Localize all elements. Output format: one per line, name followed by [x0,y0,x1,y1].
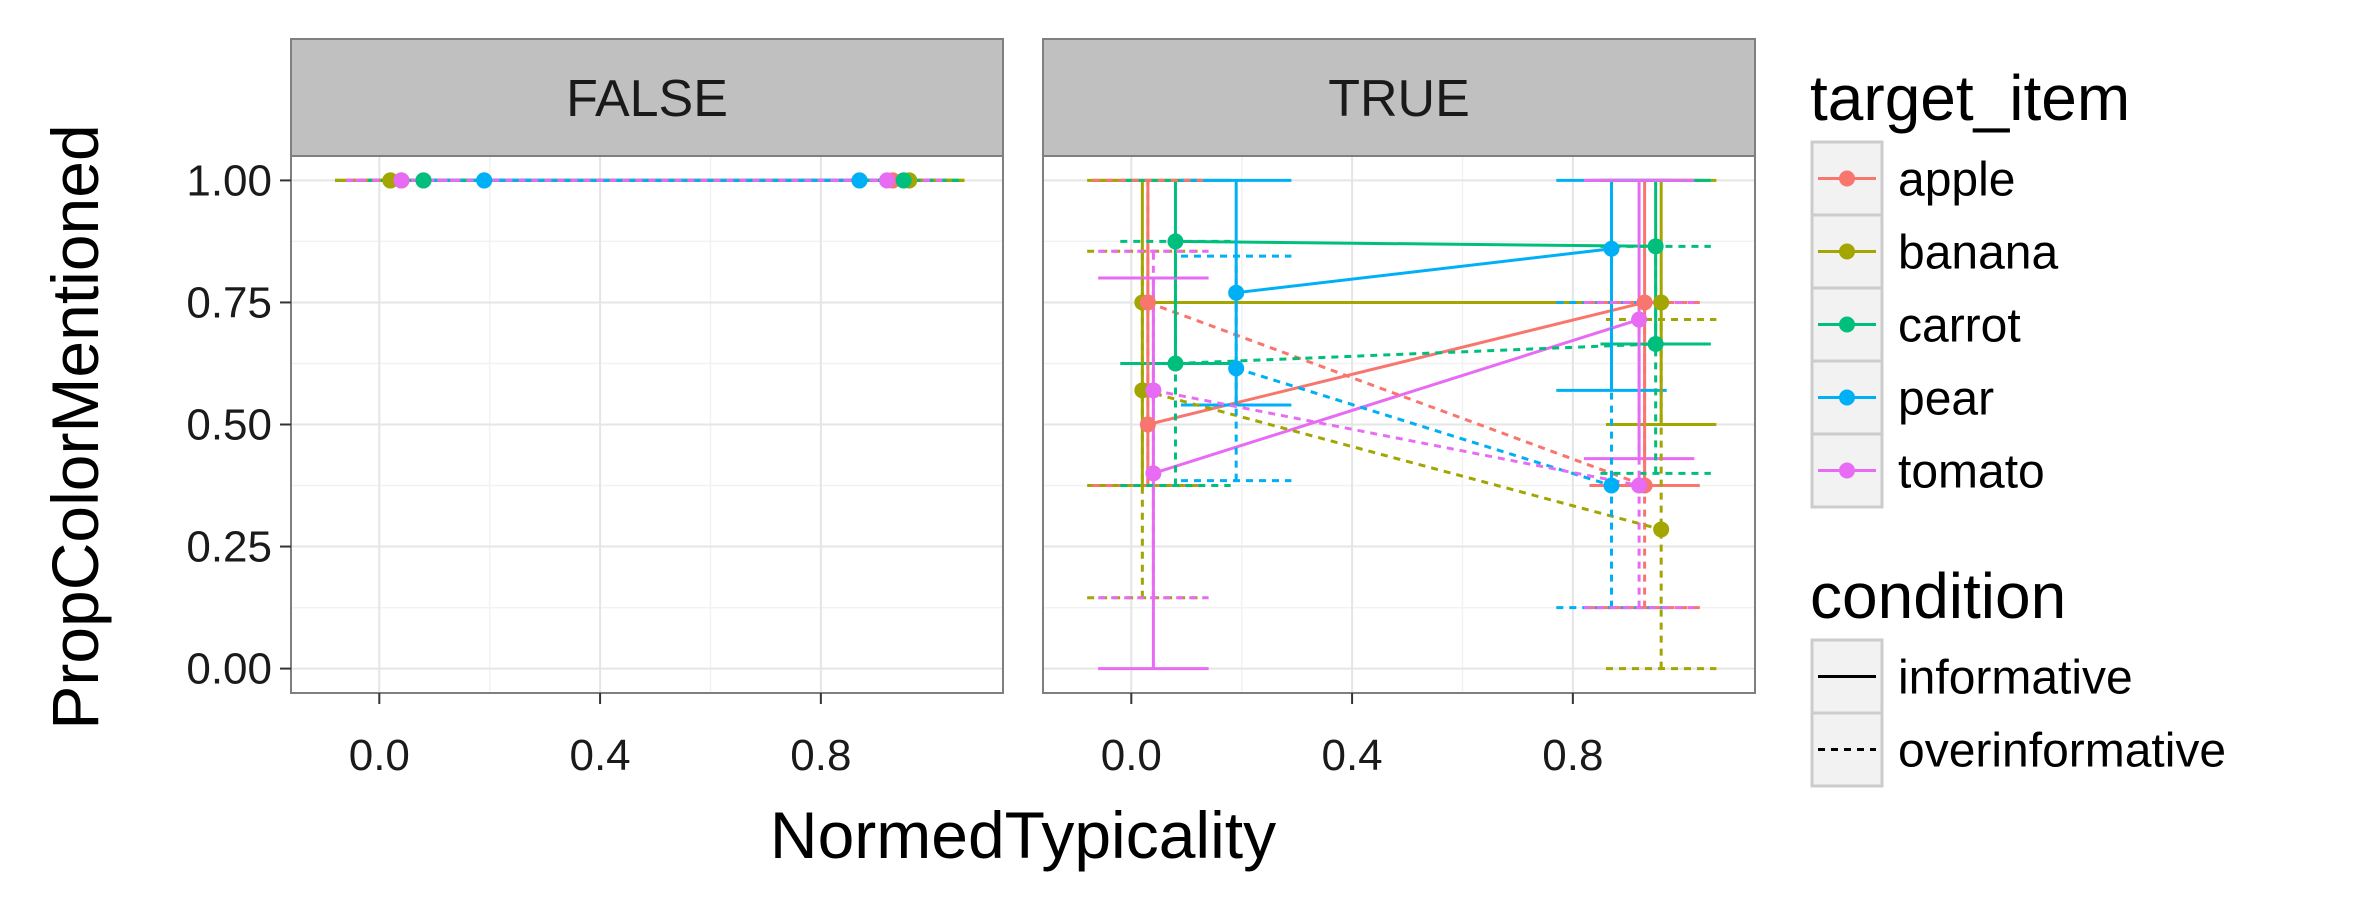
legend-label-apple: apple [1898,154,2015,207]
point-pear-overinformative [1603,477,1620,494]
y-tick-label: 0.50 [186,401,272,450]
legend-label-carrot: carrot [1898,300,2021,353]
point-banana-overinformative [382,172,399,189]
legend-color-title: target_item [1810,62,2130,134]
point-apple-informative [1139,416,1156,433]
point-carrot-overinformative [415,172,432,189]
legend-label-informative: informative [1898,652,2133,705]
legend-color-items: apple banana carrot pear tomato [1810,140,2058,509]
legend-key-point-carrot [1839,316,1855,333]
legend-linetype-items: informative overinformative [1810,638,2226,788]
point-carrot-informative [1647,238,1664,255]
series-line-apple-overinformative [1147,301,1646,487]
point-banana-informative [1653,294,1670,311]
point-pear-informative [1228,284,1245,301]
x-axis-title: NormedTypicality [770,798,1276,872]
legend-label-banana: banana [1898,227,2058,280]
point-carrot-overinformative [1647,335,1664,352]
series-line-pear-overinformative [1235,366,1612,487]
x-axis-false: 0.0 0.4 0.8 [349,693,851,780]
x-tick-label: 0.0 [349,731,410,780]
legend-label-pear: pear [1898,373,1994,426]
x-tick-label: 0.0 [1101,731,1162,780]
strip-label-false: FALSE [566,70,728,128]
grid-false [291,156,1003,693]
x-tick-label: 0.8 [790,731,851,780]
y-axis-title: PropColorMentioned [38,124,112,729]
point-tomato-overinformative [393,172,410,189]
point-banana-overinformative [1134,382,1151,399]
series-line-carrot-informative [1175,239,1656,248]
series-line-tomato-informative [1152,318,1640,475]
y-tick-label: 0.25 [186,523,272,572]
point-tomato-informative [1631,311,1648,328]
series-line-banana-overinformative [1141,388,1662,531]
x-axis-true: 0.0 0.4 0.8 [1101,693,1603,780]
x-tick-label: 0.4 [569,731,630,780]
series-group-true [1087,178,1717,671]
point-pear-overinformative [851,172,868,189]
point-carrot-overinformative [1167,355,1184,372]
strip-true [1042,38,1756,157]
series-line-tomato-overinformative [1153,388,1640,487]
legend-label-tomato: tomato [1898,446,2045,499]
legend-key-point-banana [1839,243,1855,260]
legend-key-point-pear [1839,389,1855,406]
y-tick-label: 0.75 [186,278,272,327]
x-tick-label: 0.8 [1542,731,1603,780]
facet-panel-false: FALSE [290,38,1004,694]
x-tick-label: 0.4 [1321,731,1382,780]
point-apple-informative [1636,294,1653,311]
y-axis: 0.00 0.25 0.50 0.75 1.00 [186,156,291,694]
legend-label-overinformative: overinformative [1898,725,2226,778]
strip-label-true: TRUE [1328,70,1470,128]
legend-linetype-title: condition [1810,560,2066,632]
legend-key-point-tomato [1839,462,1855,479]
legend-key-point-apple [1839,170,1855,187]
point-pear-overinformative [476,172,493,189]
series-line-pear-informative [1236,247,1612,295]
point-pear-informative [1603,240,1620,257]
y-tick-label: 0.00 [186,645,272,694]
legend: target_item applebananacarrotpeartomato … [1810,62,2226,788]
series-line-carrot-overinformative [1175,342,1656,365]
panel-border-true [1042,155,1756,694]
point-carrot-informative [1167,233,1184,250]
point-apple-overinformative [1139,294,1156,311]
y-tick-label: 1.00 [186,156,272,205]
point-tomato-overinformative [1631,477,1648,494]
point-tomato-overinformative [879,172,896,189]
point-tomato-overinformative [1145,382,1162,399]
strip-false [290,38,1004,157]
point-banana-overinformative [1653,521,1670,538]
point-pear-overinformative [1228,360,1245,377]
series-group-false [335,172,965,189]
point-carrot-overinformative [895,172,912,189]
point-tomato-informative [1145,465,1162,482]
facet-panel-true: TRUE [1042,38,1756,694]
